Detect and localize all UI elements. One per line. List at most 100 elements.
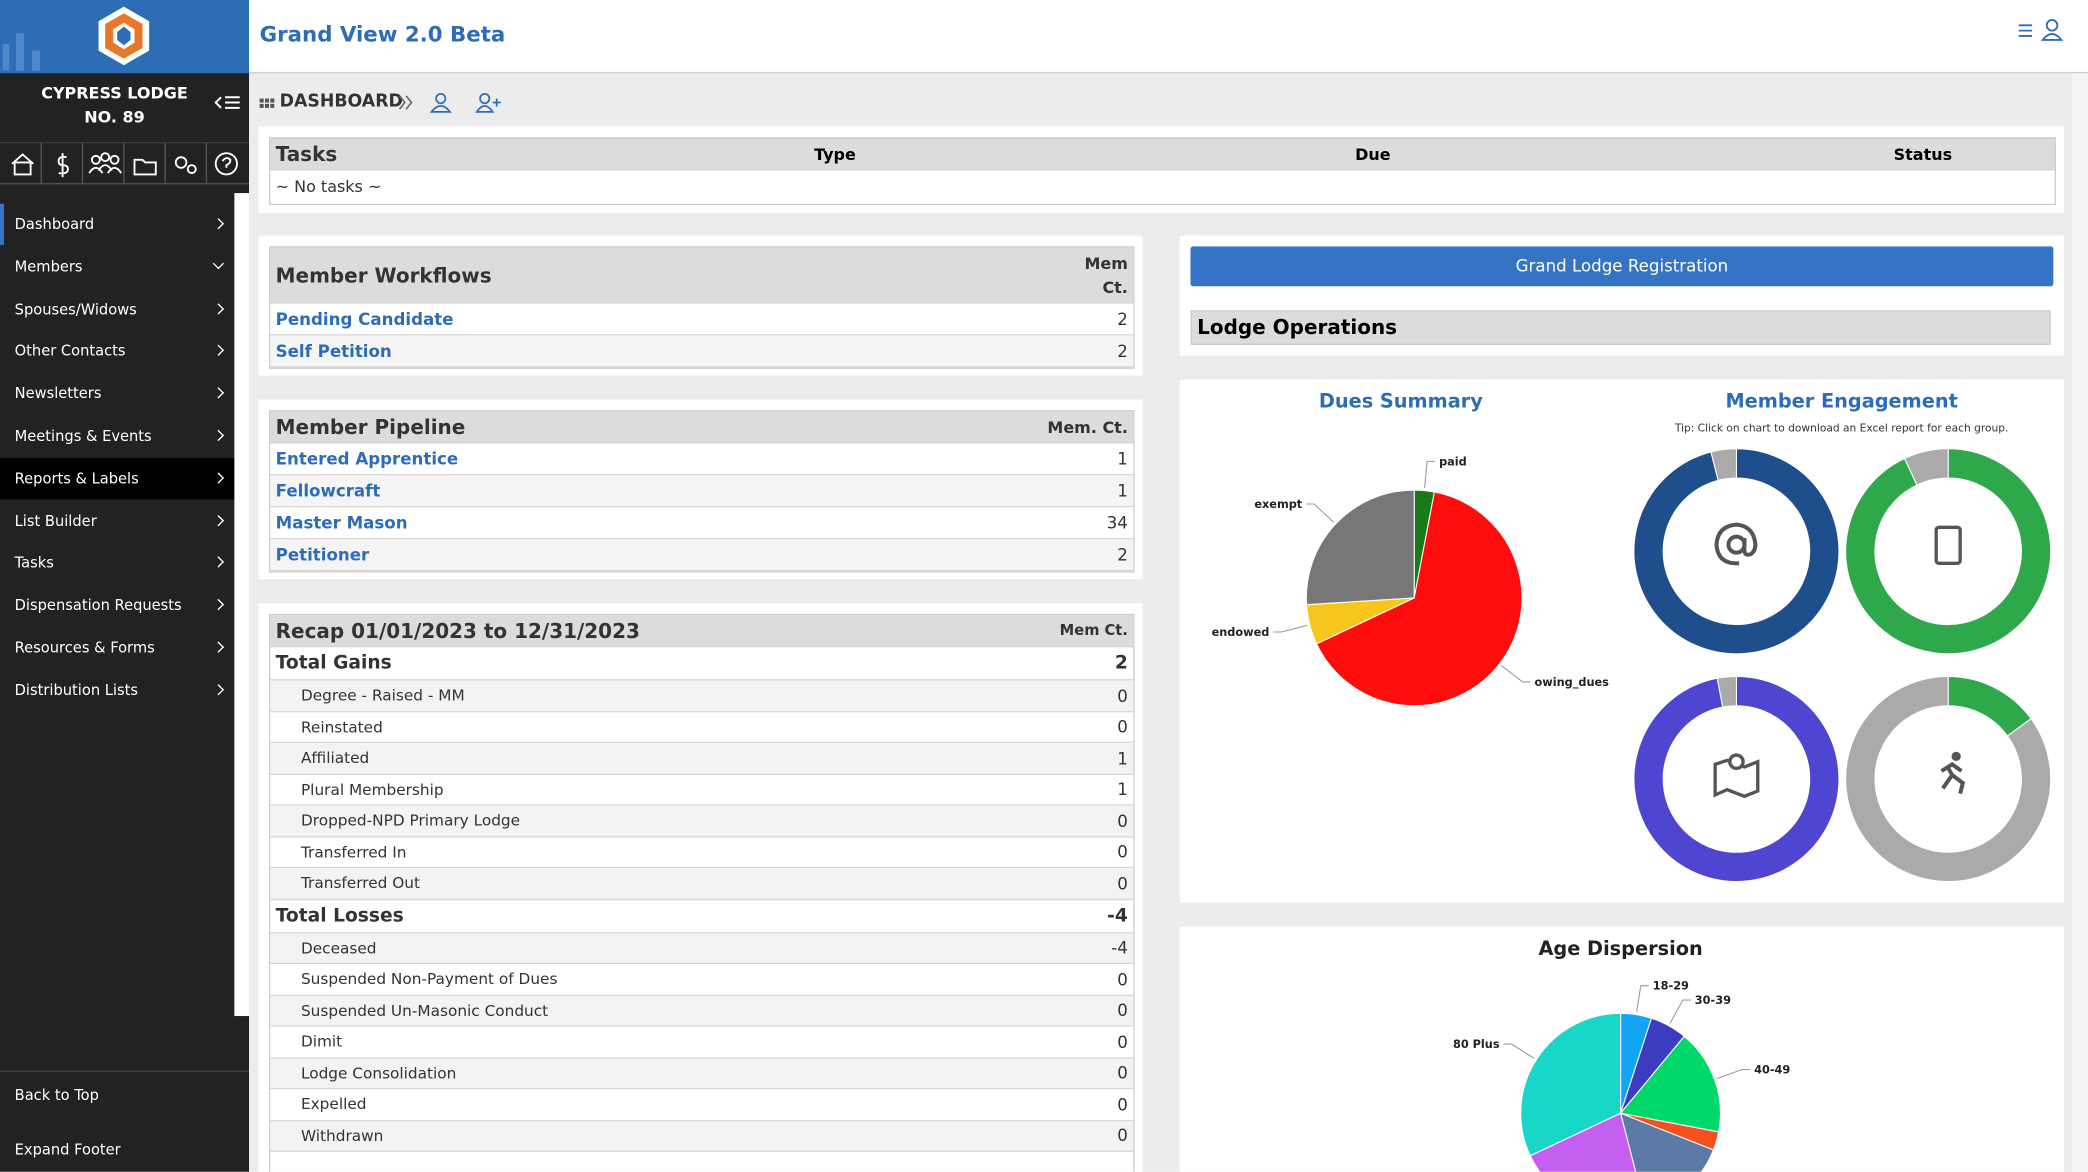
recap-count: 0 [1117,1031,1128,1052]
menu-item[interactable]: Dashboard [0,203,234,246]
menu-label[interactable]: Other Contacts [14,342,126,361]
table-header: Member Workflows Mem Ct. [270,247,1134,304]
menu-label[interactable]: Dashboard [14,215,95,234]
expand-footer-text[interactable]: Expand Footer [14,1141,121,1159]
row-link[interactable]: Master Mason [275,512,408,533]
donut-segment [1633,675,1840,883]
leader-line [1424,460,1436,488]
row-link[interactable]: Pending Candidate [275,308,454,329]
operations-panel: Grand Lodge Registration Lodge Operation… [1179,235,2065,356]
grid-icon [259,98,275,108]
recap-label: Reinstated [300,717,383,737]
recap-count: 0 [1117,1000,1128,1021]
menu-item[interactable]: Spouses/Widows [0,288,234,329]
menu-label[interactable]: Reports & Labels [14,469,139,488]
row-count: 1 [1117,448,1128,469]
recap-label: Dimit [300,1032,343,1051]
menu-item[interactable]: Newsletters [0,373,234,414]
group-row: Total Losses -4 [270,900,1134,933]
pie-slice [1520,1012,1622,1157]
row-count: 2 [1117,544,1128,565]
slice-label: 18-29 [1653,980,1689,993]
recap-row: Deceased -4 [270,932,1134,965]
back-to-top[interactable]: Back to Top [0,1075,234,1116]
count-header: Mem. Ct. [1047,417,1128,437]
logo-area [0,0,250,74]
topbar: Grand View 2.0 Beta [249,0,2088,74]
row-link[interactable]: Petitioner [275,544,370,565]
menu-item[interactable]: Meetings & Events [0,415,234,456]
menu-label[interactable]: List Builder [14,512,97,530]
menu-label[interactable]: Resources & Forms [14,639,155,657]
icon-bar[interactable] [0,142,250,185]
menu-label[interactable]: Tasks [14,554,54,572]
menu-item[interactable]: Distribution Lists [0,670,234,711]
recap-label: Withdrawn [300,1126,384,1145]
expand-footer[interactable]: Expand Footer [0,1129,234,1170]
collapse-icon[interactable] [213,93,242,112]
leader-line [1306,503,1334,523]
menu-item[interactable]: Tasks [0,542,234,583]
menu-item[interactable]: Members [0,246,234,287]
table-row: Fellowcraft 1 [270,475,1134,508]
menu-label[interactable]: Newsletters [14,385,102,403]
leader-line [1716,1068,1751,1080]
recap-row: Suspended Un-Masonic Conduct 0 [270,995,1134,1027]
menu-item[interactable]: Resources & Forms [0,627,234,668]
registration-button[interactable]: Grand Lodge Registration [1190,246,2054,287]
table-title: Member Pipeline [275,414,466,439]
recap-row: Transferred In 0 [270,836,1134,869]
group-total: 2 [1114,652,1128,674]
recap-header: Recap 01/01/2023 to 12/31/2023 Mem Ct. [270,615,1134,648]
row-link[interactable]: Fellowcraft [275,480,381,501]
menu-label[interactable]: Spouses/Widows [14,300,137,318]
user-menu[interactable] [2015,16,2068,45]
row-count: 34 [1106,512,1128,533]
menu-label[interactable]: Distribution Lists [14,681,139,699]
donut-segment [1633,448,1840,655]
row-link[interactable]: Entered Apprentice [275,448,459,469]
breadcrumb-icons[interactable] [397,91,506,115]
recap-count: 0 [1117,1062,1128,1083]
row-link[interactable]: Self Petition [275,340,392,361]
leader-line [1503,1043,1535,1059]
recap-row: Withdrawn 0 [270,1120,1134,1152]
pie-slice [1315,491,1523,707]
menu-label[interactable]: Dispensation Requests [14,596,182,615]
pie-slice [1619,1112,1715,1172]
phone-icon [1934,525,1962,565]
slice-label: paid [1439,455,1467,468]
menu-item[interactable]: List Builder [0,500,234,541]
table-row: Petitioner 2 [270,539,1134,572]
slice-label: endowed [1212,626,1270,639]
menu-label[interactable]: Members [14,258,83,276]
menu-item[interactable]: Other Contacts [0,331,234,372]
menu-item[interactable]: Reports & Labels [0,457,235,500]
breadcrumb: DASHBOARD [279,91,403,112]
recap-row: Expelled 0 [270,1089,1134,1121]
recap-label: Affiliated [300,748,370,768]
group-row: Total Gains 2 [270,647,1134,681]
tasks-table: Tasks Type Due Status ~ No tasks ~ [268,137,2057,206]
footer-divider [0,1070,250,1072]
tasks-panel: Tasks Type Due Status ~ No tasks ~ [258,126,2065,214]
recap-count: -4 [1111,937,1128,958]
activity-icon [1940,761,1966,795]
donut-segment [1845,675,2052,883]
workflows-panel: Member Workflows Mem Ct. Pending Candidate… [258,235,1143,376]
recap-count: 0 [1117,1125,1128,1146]
menu-item[interactable]: Dispensation Requests [0,585,234,626]
slice-label: 30-39 [1695,994,1731,1007]
recap-title: Recap 01/01/2023 to 12/31/2023 [275,618,640,643]
slice-label: exempt [1254,498,1302,511]
back-to-top-text[interactable]: Back to Top [14,1086,99,1104]
lodge-operations: Lodge Operations [1190,310,2051,345]
recap-row: Plural Membership 1 [270,774,1134,806]
leader-line [1636,985,1649,1013]
lodge-name: CYPRESS LODGE NO. 89 [41,83,188,127]
menu-label[interactable]: Meetings & Events [14,427,152,445]
recap-label: Plural Membership [300,780,444,799]
active-indicator [0,203,4,246]
